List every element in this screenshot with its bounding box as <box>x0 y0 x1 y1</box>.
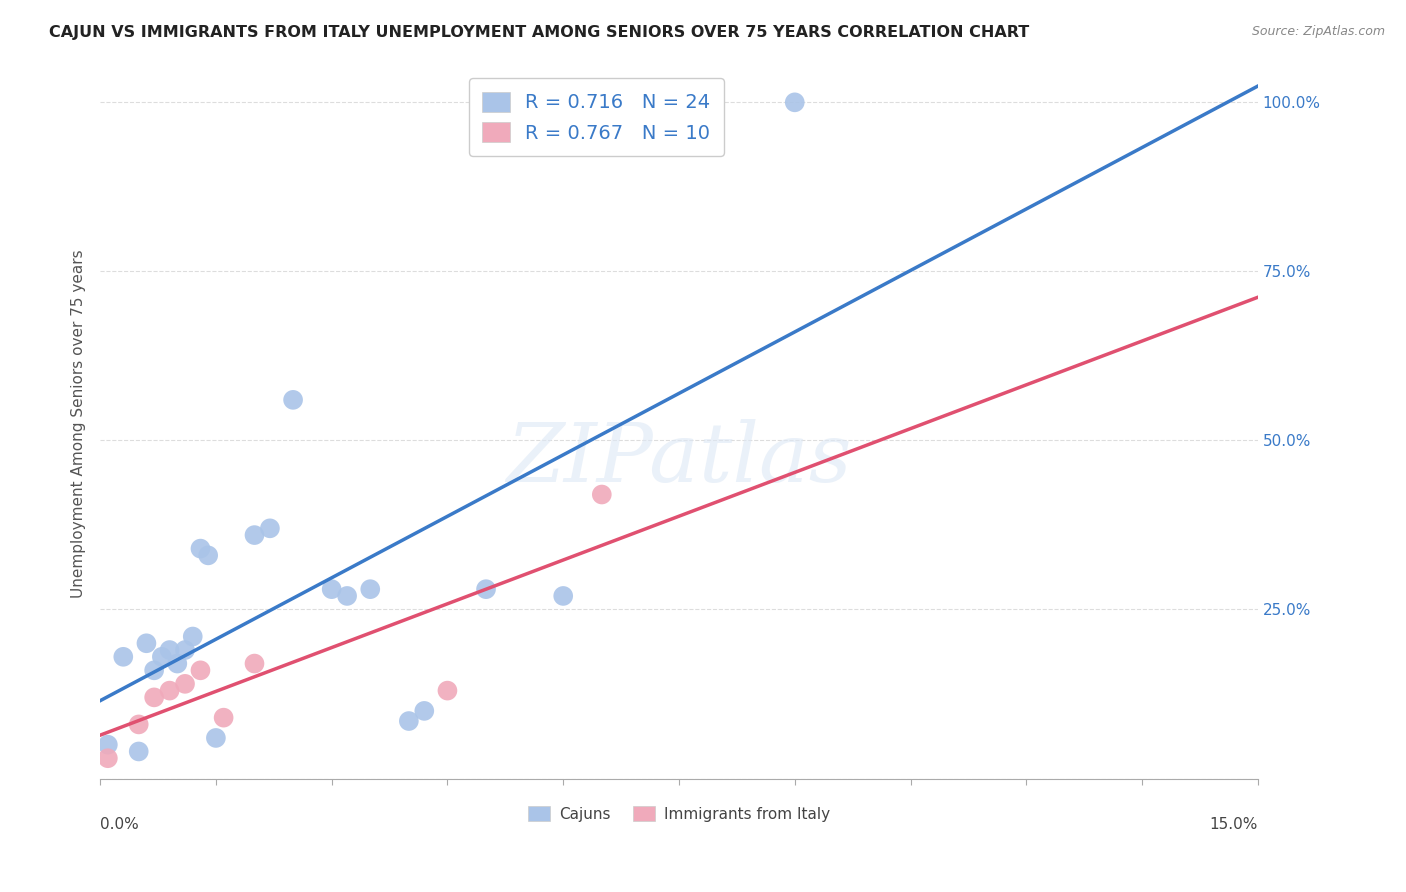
Text: CAJUN VS IMMIGRANTS FROM ITALY UNEMPLOYMENT AMONG SENIORS OVER 75 YEARS CORRELAT: CAJUN VS IMMIGRANTS FROM ITALY UNEMPLOYM… <box>49 25 1029 40</box>
Text: 15.0%: 15.0% <box>1209 817 1258 832</box>
Text: Source: ZipAtlas.com: Source: ZipAtlas.com <box>1251 25 1385 38</box>
Point <box>336 589 359 603</box>
Point <box>243 657 266 671</box>
Point <box>159 643 181 657</box>
Point <box>143 690 166 705</box>
Point <box>97 738 120 752</box>
Point <box>159 683 181 698</box>
Point <box>150 649 173 664</box>
Point <box>259 521 281 535</box>
Point <box>436 683 458 698</box>
Point <box>413 704 436 718</box>
Point <box>97 751 120 765</box>
Text: ZIPatlas: ZIPatlas <box>506 419 852 499</box>
Point <box>128 744 150 758</box>
Y-axis label: Unemployment Among Seniors over 75 years: Unemployment Among Seniors over 75 years <box>72 249 86 598</box>
Point <box>783 95 806 110</box>
Text: 0.0%: 0.0% <box>100 817 139 832</box>
Point <box>174 643 197 657</box>
Point <box>475 582 498 597</box>
Point <box>243 528 266 542</box>
Point <box>553 589 575 603</box>
Point <box>197 549 219 563</box>
Point <box>174 677 197 691</box>
Point <box>190 541 212 556</box>
Point <box>190 663 212 677</box>
Point <box>143 663 166 677</box>
Point <box>135 636 157 650</box>
Point <box>166 657 188 671</box>
Point <box>398 714 420 728</box>
Legend: Cajuns, Immigrants from Italy: Cajuns, Immigrants from Italy <box>522 799 837 828</box>
Point <box>359 582 381 597</box>
Point <box>112 649 135 664</box>
Point <box>321 582 343 597</box>
Point <box>128 717 150 731</box>
Point <box>591 487 613 501</box>
Point <box>205 731 228 745</box>
Point <box>212 711 235 725</box>
Point <box>181 630 204 644</box>
Point <box>281 392 304 407</box>
